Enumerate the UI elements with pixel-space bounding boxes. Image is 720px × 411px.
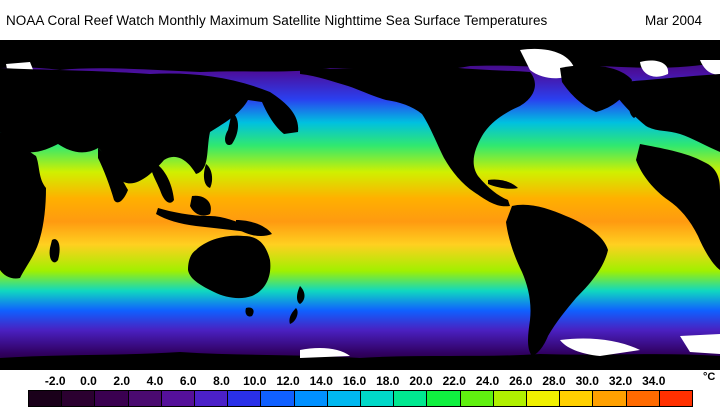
indonesia	[156, 208, 250, 232]
legend-swatch	[161, 391, 196, 406]
legend-tick-label: 22.0	[442, 374, 466, 388]
legend-swatch	[294, 391, 328, 406]
philippines	[203, 164, 213, 188]
legend-tick-label: -2.0	[44, 374, 66, 388]
legend-tick-label: 2.0	[113, 374, 131, 388]
legend-tick-label: 0.0	[80, 374, 97, 388]
new-guinea	[236, 220, 272, 236]
antarctica	[0, 352, 720, 370]
north-america	[300, 66, 535, 207]
legend-swatch	[493, 391, 528, 406]
sst-map	[0, 40, 720, 370]
madagascar	[49, 239, 60, 263]
europe	[618, 74, 720, 152]
eurasia	[0, 68, 299, 184]
legend-swatch	[261, 391, 295, 406]
legend-swatch	[659, 391, 693, 406]
legend-swatch	[460, 391, 494, 406]
legend-swatch	[361, 391, 395, 406]
indochina	[150, 160, 174, 203]
legend-swatch	[427, 391, 461, 406]
japan	[225, 112, 238, 146]
legend-tick-label: 28.0	[542, 374, 566, 388]
legend-colorbar	[28, 390, 693, 407]
legend-tick-label: 4.0	[146, 374, 164, 388]
legend-swatch	[62, 391, 96, 406]
legend-swatch	[560, 391, 594, 406]
title-bar: NOAA Coral Reef Watch Monthly Maximum Sa…	[0, 0, 720, 40]
legend-tick-label: 30.0	[575, 374, 599, 388]
legend-tick-label: 10.0	[243, 374, 267, 388]
legend-swatch	[394, 391, 428, 406]
legend-tick-labels: °C -2.0 0.0 2.0 4.0 6.0 8.0 10.0 12.0 14.0 16.0 18…	[0, 371, 720, 390]
legend-tick-label: 24.0	[475, 374, 500, 388]
legend-swatch	[527, 391, 561, 406]
legend-swatch	[626, 391, 660, 406]
cuba	[488, 179, 518, 189]
legend-swatch	[228, 391, 262, 406]
india	[98, 148, 128, 203]
legend-tick-label: 26.0	[509, 374, 533, 388]
antarctic-ice	[300, 334, 720, 358]
legend-tick-label: 32.0	[608, 374, 633, 388]
world-sst-map	[0, 40, 720, 370]
legend-tick-label: 12.0	[276, 374, 300, 388]
arctic-ice	[6, 48, 720, 79]
legend-unit: °C	[703, 371, 716, 383]
date-label: Mar 2004	[644, 13, 702, 28]
legend-tick-label: 8.0	[213, 374, 230, 388]
legend-swatch	[128, 391, 162, 406]
legend-tick-label: 18.0	[376, 374, 400, 388]
africa-west	[636, 144, 720, 270]
legend-swatch	[195, 391, 229, 406]
greenland	[560, 65, 632, 112]
legend-tick-label: 34.0	[642, 374, 666, 388]
page-title: NOAA Coral Reef Watch Monthly Maximum Sa…	[6, 13, 548, 28]
australia	[188, 235, 271, 299]
legend-tick-label: 14.0	[309, 374, 333, 388]
legend-swatch	[29, 391, 63, 406]
borneo	[190, 195, 211, 216]
legend-swatch	[95, 391, 129, 406]
legend-swatch	[593, 391, 627, 406]
legend-tick-label: 6.0	[179, 374, 197, 388]
south-america	[506, 204, 608, 356]
africa	[0, 132, 46, 279]
legend-tick-label: 16.0	[342, 374, 367, 388]
legend-swatch	[327, 391, 362, 406]
legend-tick-label: 20.0	[409, 374, 433, 388]
uk	[629, 98, 640, 118]
tasmania	[245, 307, 254, 317]
new-zealand	[289, 286, 305, 324]
